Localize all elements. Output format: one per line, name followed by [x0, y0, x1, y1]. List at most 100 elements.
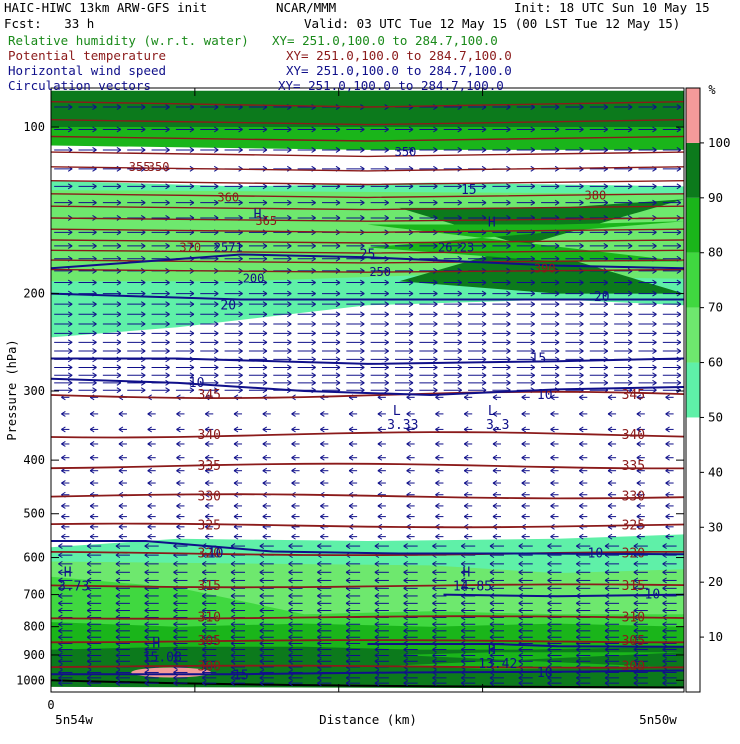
vector-head [384, 330, 389, 337]
vector-head [603, 311, 609, 318]
vector-head [518, 585, 524, 592]
upper-label-9: 350 [395, 145, 417, 159]
vector-head [89, 480, 95, 486]
vector-head [662, 621, 667, 628]
colorbar-label-60: 60 [708, 355, 723, 370]
vector-head [92, 183, 97, 190]
vector-head [374, 627, 380, 634]
vector-head [506, 147, 511, 153]
vector-head [384, 387, 389, 394]
high-letter: H [152, 637, 160, 652]
vector-head [67, 229, 73, 236]
vector-head [676, 199, 682, 206]
vector-head [201, 680, 207, 687]
vector-head [262, 126, 268, 133]
vector-head [317, 600, 322, 607]
vector-head [92, 330, 97, 337]
vector-head [348, 454, 354, 461]
vector-head [506, 321, 511, 327]
vector-head [238, 311, 243, 318]
vector-head [213, 183, 219, 190]
vector-head [262, 330, 268, 337]
vector-head [506, 255, 511, 262]
vector-head [115, 658, 121, 665]
vector-head [457, 321, 462, 327]
vector-head [67, 183, 73, 190]
vector-head [403, 652, 408, 659]
vector-head [360, 290, 365, 297]
vector-head [233, 467, 239, 474]
vector-head [115, 627, 121, 634]
vector-head [432, 621, 437, 628]
vector-head [238, 242, 243, 249]
vector-head [652, 229, 657, 236]
vector-head [481, 255, 487, 262]
vector-head [262, 372, 268, 379]
vector-head [547, 607, 552, 614]
vector-head [291, 533, 296, 540]
colorbar-label-50: 50 [708, 409, 723, 424]
vector-head [288, 680, 293, 687]
vector-head [320, 533, 325, 540]
vector-head [403, 569, 408, 576]
vector-head [435, 454, 440, 461]
vector-head [652, 311, 657, 318]
vector-head [86, 652, 92, 659]
upper-label-5: 380 [585, 189, 607, 203]
vector-head [530, 330, 536, 337]
vector-head [652, 301, 657, 308]
vector-head [262, 147, 268, 153]
vector-head [165, 147, 170, 153]
vector-head [320, 454, 325, 461]
vector-head [518, 543, 524, 549]
vector-head [86, 560, 92, 567]
vector-head [489, 569, 495, 576]
vector-head [86, 627, 92, 634]
vector-head [530, 126, 536, 133]
vector-head [291, 441, 296, 447]
vector-head [432, 600, 437, 607]
vector-head [521, 480, 527, 486]
vector-head [460, 585, 466, 592]
vector-head [506, 126, 511, 133]
vector-head [317, 621, 322, 628]
vector-head [213, 311, 219, 318]
axes-frame: 100 200 300 400 500 600 700 800 900 1000 [16, 87, 685, 693]
vector-head [144, 577, 149, 584]
vector-head [676, 183, 682, 190]
vector-head [61, 480, 66, 486]
vector-head [144, 607, 149, 614]
vector-head [262, 290, 268, 297]
vector-head [665, 426, 670, 433]
vector-head [311, 126, 316, 133]
vector-head [604, 569, 610, 576]
high-letter: H [488, 643, 496, 658]
vector-head [408, 372, 414, 379]
vector-head [118, 513, 124, 520]
vector-head [607, 533, 613, 540]
vector-head [335, 215, 341, 221]
x-axis-title: Distance (km) [319, 712, 417, 727]
vector-head [201, 627, 207, 634]
theta-upper-line [50, 101, 685, 108]
vector-head [118, 467, 124, 474]
vector-head [165, 126, 170, 133]
vector-head [317, 680, 322, 687]
vector-head [92, 339, 97, 346]
theta-label-left-330: 330 [198, 489, 221, 504]
vector-head [579, 330, 584, 337]
vector-head [92, 279, 97, 286]
vector-head [676, 330, 682, 337]
vector-head [576, 577, 581, 584]
vector-head [201, 658, 207, 665]
vector-head [317, 577, 322, 584]
vector-head [140, 183, 146, 190]
wind-line-3 [50, 253, 685, 270]
vector-head [403, 577, 408, 584]
vector-head [311, 379, 316, 386]
vector-head [433, 311, 438, 318]
vector-head [547, 560, 552, 567]
vector-head [230, 674, 236, 681]
vector-head [652, 242, 657, 249]
colorbar-label-40: 40 [708, 464, 723, 479]
